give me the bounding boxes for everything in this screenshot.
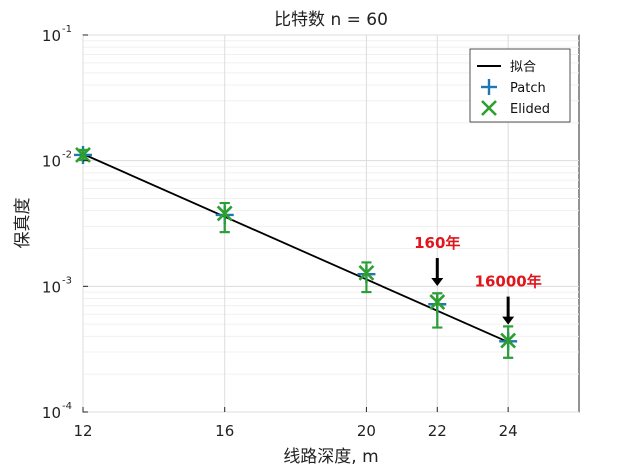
legend-patch-swatch — [481, 79, 497, 95]
x-tick-label: 12 — [73, 422, 92, 440]
grid — [82, 34, 579, 413]
y-tick-label: 10 — [42, 404, 61, 422]
y-tick-exponent: -4 — [62, 401, 72, 412]
legend-patch-label: Patch — [510, 81, 546, 96]
legend-fit-label: 拟合 — [510, 60, 536, 75]
x-axis-label: 线路深度, m — [283, 447, 378, 467]
elided-point — [429, 294, 446, 310]
annotation-label: 160年 — [414, 234, 460, 252]
elided-marker-b — [216, 205, 233, 222]
elided-marker-b — [429, 294, 446, 310]
x-tick-label: 24 — [499, 422, 518, 440]
elided-point — [75, 147, 91, 163]
legend-elided-swatch — [481, 100, 497, 116]
y-tick-label: 10 — [42, 153, 61, 171]
elided-marker-b — [75, 147, 91, 163]
elided-point — [216, 205, 233, 222]
elided-point — [500, 332, 517, 349]
elided-point — [358, 264, 375, 281]
legend: 拟合 Patch Elided — [469, 48, 571, 123]
y-tick-label: 10 — [42, 278, 61, 296]
elided-marker-b — [358, 264, 375, 281]
x-tick-label: 22 — [428, 422, 447, 440]
chart-title: 比特数 n = 60 — [274, 10, 388, 30]
y-tick-exponent: -3 — [62, 275, 72, 286]
x-tick-label: 20 — [357, 422, 376, 440]
annotation-label: 16000年 — [475, 273, 542, 291]
x-tick-label: 16 — [215, 422, 234, 440]
y-tick-label: 10 — [42, 27, 61, 45]
marks-layer — [74, 145, 518, 359]
elided-marker-b — [500, 332, 517, 349]
y-tick-exponent: -2 — [62, 150, 72, 161]
annotation-arrow-head — [431, 278, 444, 287]
y-axis-label: 保真度 — [13, 198, 33, 249]
y-tick-exponent: -1 — [62, 24, 72, 35]
annotation-layer: 160年 16000年 — [414, 234, 542, 325]
legend-elided-label: Elided — [510, 102, 550, 117]
annotation-arrow-head — [502, 316, 515, 325]
